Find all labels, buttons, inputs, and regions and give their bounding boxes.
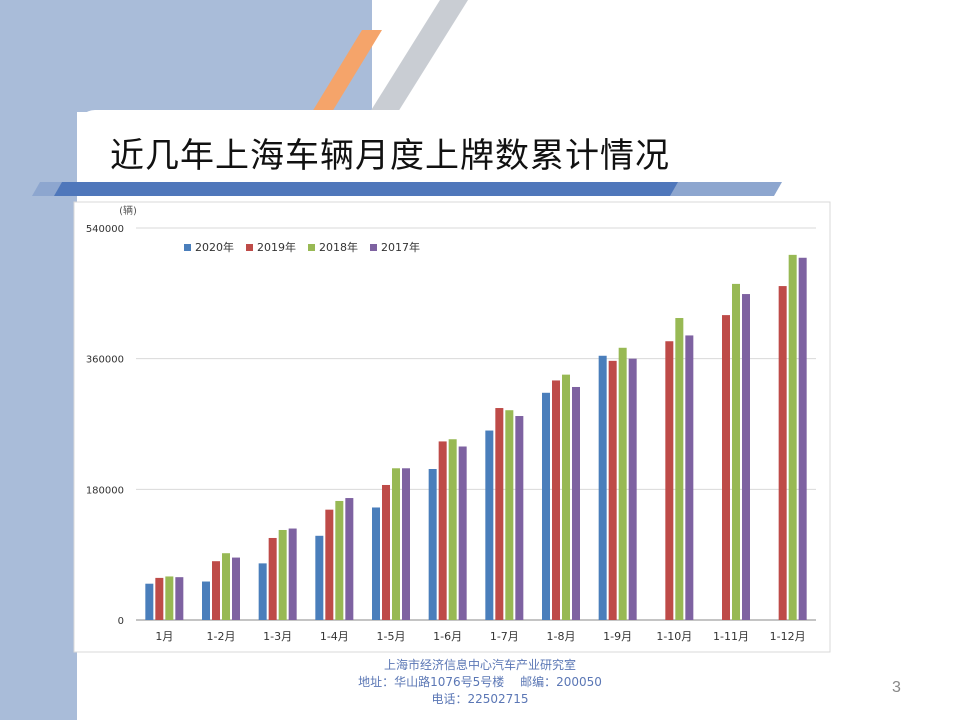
bar	[438, 441, 447, 620]
x-tick-label: 1月	[155, 630, 173, 643]
bar	[428, 469, 437, 620]
legend-label: 2020年	[195, 240, 234, 254]
legend-swatch	[370, 244, 377, 251]
bar	[155, 577, 164, 620]
bar	[798, 257, 807, 620]
bar	[222, 553, 230, 620]
footer-phone: 电话：22502715	[431, 692, 529, 706]
bar	[788, 254, 797, 620]
bar-chart: (辆) 0 180000 360000 540000 1月 1-2月 1-3月 1-4月 1-5月…	[73, 201, 831, 653]
bar	[598, 355, 607, 620]
page-number: 3	[892, 679, 901, 696]
bar	[145, 583, 154, 620]
y-tick-label: 0	[118, 616, 124, 627]
bar	[608, 360, 617, 620]
bar	[288, 528, 297, 620]
bar	[542, 392, 550, 620]
x-tick-label: 1-7月	[490, 630, 519, 643]
bar	[722, 315, 730, 620]
x-tick-label: 1-6月	[433, 630, 462, 643]
bar	[618, 347, 627, 620]
bar	[278, 529, 287, 620]
footer-address: 地址：华山路1076号5号楼 邮编：200050	[358, 675, 602, 689]
legend-swatch	[246, 244, 253, 251]
y-tick-label: 540000	[86, 224, 124, 235]
bar	[628, 358, 637, 620]
bar	[258, 563, 267, 620]
bar	[485, 430, 494, 620]
footer: 上海市经济信息中心汽车产业研究室 地址：华山路1076号5号楼 邮编：20005…	[340, 657, 620, 708]
bar	[685, 335, 694, 620]
bar	[372, 507, 380, 620]
x-tick-label: 1-10月	[656, 630, 692, 643]
bar	[212, 561, 220, 620]
bar	[572, 386, 580, 620]
bar	[732, 283, 740, 620]
bar	[562, 374, 570, 620]
bar	[448, 439, 457, 620]
x-tick-label: 1-11月	[713, 630, 749, 643]
title-card	[77, 110, 960, 190]
bar	[268, 537, 277, 620]
legend-label: 2017年	[381, 240, 420, 254]
bar	[552, 380, 560, 620]
bar	[165, 576, 174, 620]
bar	[402, 468, 410, 620]
bar	[495, 408, 504, 620]
y-tick-label: 360000	[86, 355, 124, 366]
legend-swatch	[184, 244, 191, 251]
footer-org: 上海市经济信息中心汽车产业研究室	[383, 658, 576, 672]
bar	[382, 484, 390, 620]
bar	[742, 294, 750, 620]
x-tick-label: 1-5月	[377, 630, 406, 643]
x-tick-label: 1-12月	[770, 630, 806, 643]
bar	[202, 581, 210, 620]
bar	[778, 286, 787, 620]
bar	[315, 535, 324, 620]
bar	[392, 468, 400, 620]
bar	[665, 341, 674, 620]
legend-label: 2019年	[257, 240, 296, 254]
bar	[175, 577, 184, 620]
y-tick-label: 180000	[86, 485, 124, 496]
bar	[325, 509, 334, 620]
slide-title: 近几年上海车辆月度上牌数累计情况	[110, 136, 670, 176]
legend-label: 2018年	[319, 240, 358, 254]
left-decor-band	[0, 0, 77, 720]
bar	[515, 416, 524, 620]
bar	[458, 446, 467, 620]
bar	[345, 498, 354, 620]
x-tick-label: 1-3月	[263, 630, 292, 643]
legend-swatch	[308, 244, 315, 251]
x-tick-label: 1-8月	[547, 630, 576, 643]
bar	[505, 410, 514, 620]
bar	[335, 500, 344, 620]
x-tick-label: 1-9月	[603, 630, 632, 643]
bar	[232, 557, 240, 620]
x-tick-label: 1-4月	[320, 630, 349, 643]
top-decor-band	[0, 0, 372, 112]
x-tick-label: 1-2月	[207, 630, 236, 643]
bar	[675, 318, 684, 620]
y-unit-label: (辆)	[119, 204, 137, 217]
